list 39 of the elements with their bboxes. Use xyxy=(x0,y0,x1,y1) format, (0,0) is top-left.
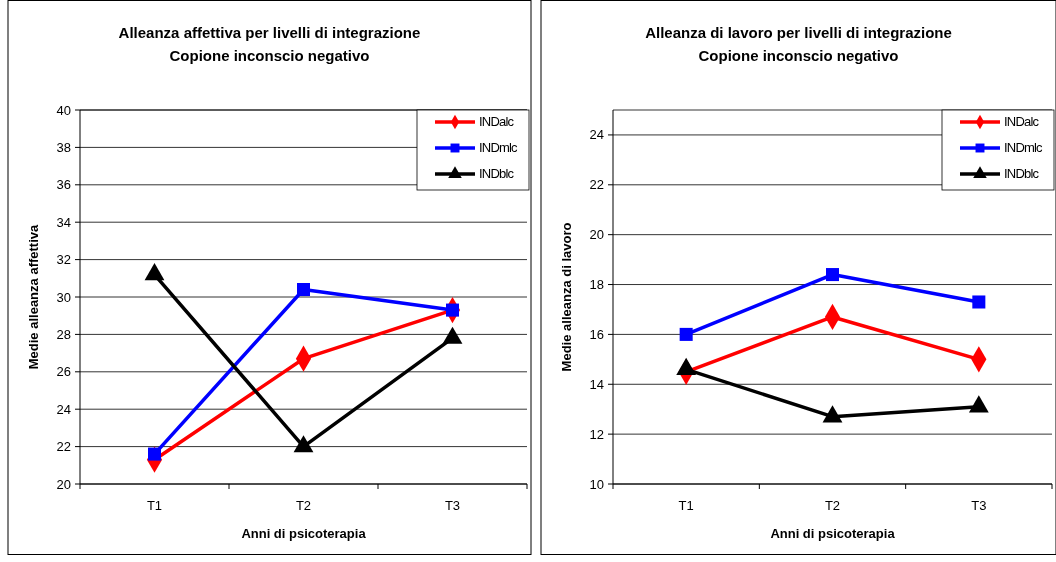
legend-label: INDalc xyxy=(479,114,515,129)
y-tick-label: 40 xyxy=(56,102,71,118)
x-tick-label: T3 xyxy=(444,498,461,513)
chart-title: Alleanza di lavoro per livelli di integrazione Copione inconscio negativo xyxy=(645,24,952,64)
y-tick-label: 10 xyxy=(589,476,604,492)
y-axis-title: Medie alleanza di lavoro xyxy=(559,222,574,372)
y-tick-label: 34 xyxy=(56,214,71,230)
y-tick-label: 38 xyxy=(56,139,71,155)
y-tick-label: 14 xyxy=(589,376,604,392)
y-tick-label: 36 xyxy=(56,177,71,193)
point xyxy=(296,283,311,297)
y-tick-label: 30 xyxy=(56,289,71,305)
x-tick-label: T1 xyxy=(678,498,694,513)
y-tick-label: 16 xyxy=(589,326,604,342)
y-tick-label: 26 xyxy=(56,364,71,380)
legend-label: INDalc xyxy=(1004,114,1040,129)
y-tick-label: 24 xyxy=(56,401,71,417)
legend-label: INDblc xyxy=(1004,166,1040,181)
x-tick-label: T3 xyxy=(971,498,987,513)
y-tick-label: 24 xyxy=(589,127,604,143)
y-axis-title: Medie alleanza affettiva xyxy=(26,223,41,370)
x-tick-label: T1 xyxy=(146,498,163,513)
y-tick-label: 20 xyxy=(589,227,604,243)
x-axis-title: Anni di psicoterapia xyxy=(241,526,367,541)
y-tick-label: 12 xyxy=(589,426,604,442)
x-tick-label: T2 xyxy=(295,498,312,513)
chart-title: Alleanza affettiva per livelli di integrazione Copione inconscio negativo xyxy=(118,24,421,64)
y-tick-label: 32 xyxy=(56,252,71,268)
point xyxy=(445,303,460,317)
y-tick-label: 28 xyxy=(56,326,71,342)
legend-label: INDmlc xyxy=(1004,140,1044,155)
y-tick-label: 20 xyxy=(56,476,71,492)
x-tick-label: T2 xyxy=(824,498,841,513)
legend-label: INDblc xyxy=(479,166,515,181)
y-tick-label: 22 xyxy=(56,439,71,455)
x-axis-title: Anni di psicoterapia xyxy=(770,526,896,541)
legend-label: INDmlc xyxy=(479,140,519,155)
y-tick-label: 22 xyxy=(589,177,604,193)
y-tick-label: 18 xyxy=(589,277,604,293)
